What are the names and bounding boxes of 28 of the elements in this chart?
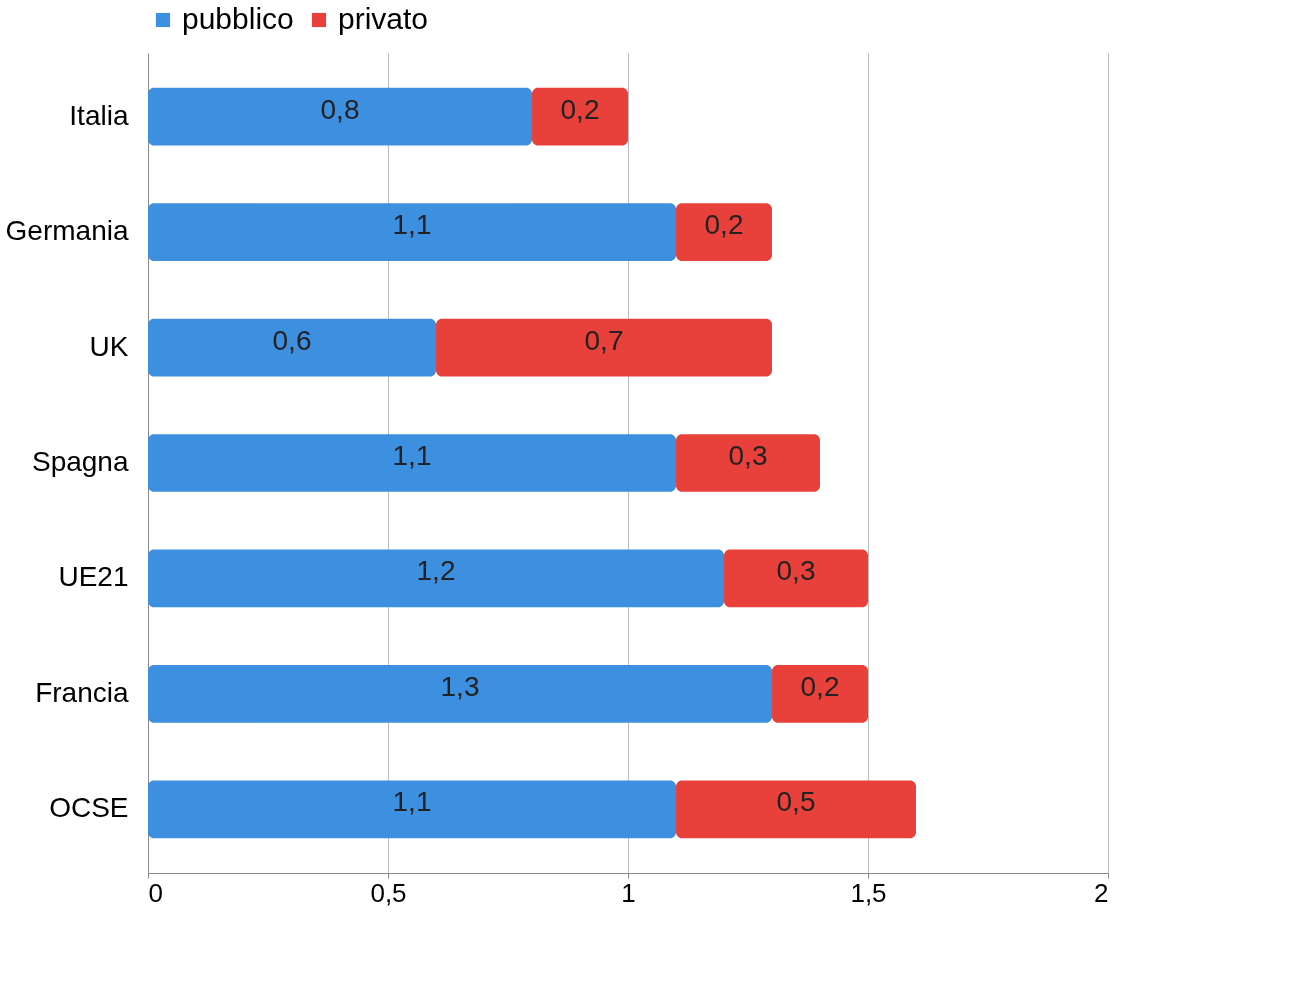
y-tick-label: Germania	[5, 215, 129, 247]
legend-label: pubblico	[182, 2, 294, 35]
data-label: 1,2	[416, 555, 456, 587]
data-label: 0,6	[272, 324, 312, 356]
x-tick-label: 0,5	[370, 877, 407, 908]
y-tick-label: Spagna	[31, 446, 129, 477]
data-label: 1,1	[392, 209, 432, 241]
x-tick-label: 1,5	[850, 877, 887, 908]
data-label: 0,2	[560, 93, 600, 125]
data-label: 0,8	[320, 93, 360, 125]
x-tick-label: 1	[621, 877, 636, 908]
data-label: 0,2	[800, 670, 840, 702]
y-tick-label: Italia	[69, 99, 129, 131]
y-tick-label: UE21	[58, 561, 129, 593]
y-tick-label: UK	[89, 330, 129, 362]
data-label: 0,2	[704, 209, 744, 241]
data-label: 1,3	[440, 670, 480, 702]
data-label: 0,3	[728, 440, 768, 471]
x-tick-label: 2	[1094, 877, 1109, 908]
data-label: 0,7	[584, 324, 624, 356]
data-label: 1,1	[392, 786, 432, 818]
y-tick-label: Francia	[35, 676, 129, 708]
y-tick-label: OCSE	[49, 792, 129, 824]
data-label: 0,5	[776, 786, 816, 818]
x-tick-label: 0	[148, 877, 163, 908]
data-label: 0,3	[776, 555, 816, 587]
legend-label: privato	[338, 2, 429, 35]
data-label: 1,1	[392, 440, 432, 471]
